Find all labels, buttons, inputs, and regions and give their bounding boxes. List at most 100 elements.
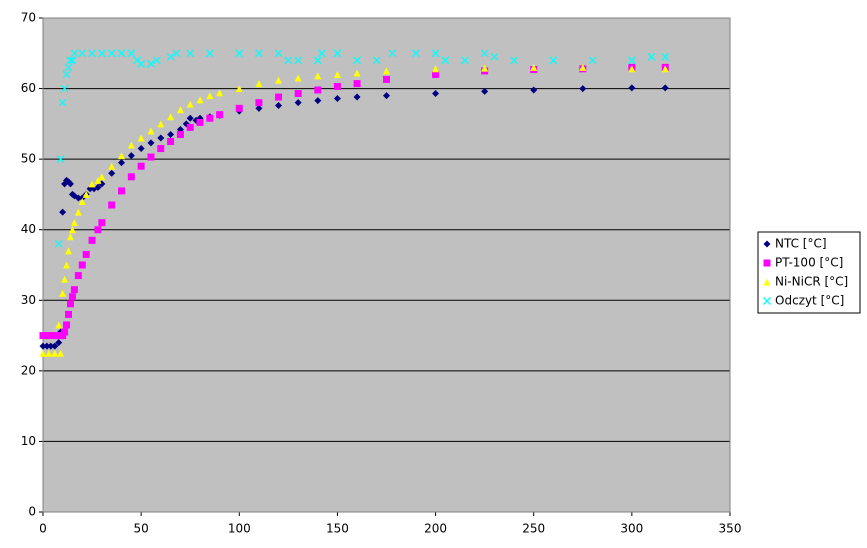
point — [411, 49, 420, 58]
point — [176, 106, 184, 114]
point — [94, 183, 102, 191]
point — [63, 261, 71, 269]
point — [206, 114, 214, 122]
point — [60, 84, 69, 93]
point — [235, 104, 243, 112]
point — [510, 56, 519, 65]
point — [530, 63, 538, 71]
point — [65, 310, 73, 318]
point — [314, 86, 322, 94]
point — [235, 85, 243, 93]
point — [137, 59, 146, 68]
point — [62, 70, 71, 79]
point — [127, 152, 135, 160]
point — [274, 49, 283, 58]
point — [255, 80, 263, 88]
point — [108, 162, 116, 170]
point — [628, 65, 636, 73]
point — [313, 56, 322, 65]
x-tick-label: 150 — [326, 522, 349, 536]
point — [147, 139, 155, 147]
point — [61, 328, 69, 336]
point — [549, 56, 558, 65]
point — [255, 104, 263, 112]
point — [39, 342, 47, 350]
point — [490, 52, 499, 61]
point — [127, 49, 136, 58]
legend-box — [757, 231, 861, 314]
point — [317, 49, 326, 58]
point — [74, 194, 82, 202]
point — [167, 130, 175, 138]
point — [353, 69, 361, 77]
point — [98, 219, 106, 227]
point — [333, 94, 341, 102]
point — [65, 247, 73, 255]
point — [383, 67, 390, 75]
legend-marker — [763, 278, 771, 286]
point — [294, 99, 302, 107]
y-tick-label: 50 — [21, 152, 36, 166]
point — [78, 49, 87, 58]
point — [70, 49, 79, 58]
point — [275, 93, 283, 101]
point — [157, 134, 165, 142]
point — [661, 52, 670, 61]
point — [118, 159, 126, 167]
point — [55, 321, 63, 329]
point — [186, 49, 195, 58]
point — [388, 49, 397, 58]
point — [70, 286, 78, 294]
point — [78, 197, 86, 205]
point — [661, 84, 669, 92]
point — [51, 332, 59, 340]
point — [441, 56, 450, 65]
point — [186, 114, 194, 122]
y-tick-label: 40 — [21, 222, 36, 236]
point — [176, 130, 184, 138]
point — [74, 208, 82, 216]
point — [588, 56, 597, 65]
point — [59, 208, 67, 216]
point — [628, 84, 636, 92]
point — [432, 90, 440, 98]
point — [68, 226, 76, 234]
point — [88, 180, 96, 188]
y-tick-label: 60 — [21, 81, 36, 95]
point — [94, 226, 102, 234]
y-tick-label: 0 — [28, 505, 36, 519]
legend-label: Odczyt [°C] — [775, 294, 844, 308]
point — [137, 145, 145, 153]
point — [147, 153, 155, 161]
point — [481, 87, 489, 95]
point — [353, 93, 361, 101]
legend-label: Ni-NiCR [°C] — [775, 275, 848, 289]
point — [353, 56, 362, 65]
point — [88, 236, 96, 244]
point — [196, 96, 204, 104]
x-tick-label: 200 — [424, 522, 447, 536]
point — [57, 349, 65, 357]
point — [157, 120, 165, 128]
point — [66, 300, 74, 308]
y-tick-label: 70 — [21, 11, 36, 25]
plot-area — [43, 18, 730, 512]
point — [481, 64, 489, 72]
legend-marker — [763, 259, 771, 267]
point — [647, 52, 656, 61]
point — [235, 49, 244, 58]
legend-label: PT-100 [°C] — [775, 256, 843, 270]
point — [54, 239, 63, 248]
point — [480, 49, 489, 58]
point — [118, 187, 126, 195]
legend-label: NTC [°C] — [775, 237, 827, 251]
point — [39, 332, 47, 340]
point — [333, 82, 341, 90]
point — [59, 332, 67, 340]
point — [294, 90, 302, 98]
series — [39, 63, 669, 357]
point — [157, 145, 165, 153]
point — [314, 72, 322, 80]
point — [45, 332, 53, 340]
point — [353, 80, 361, 88]
